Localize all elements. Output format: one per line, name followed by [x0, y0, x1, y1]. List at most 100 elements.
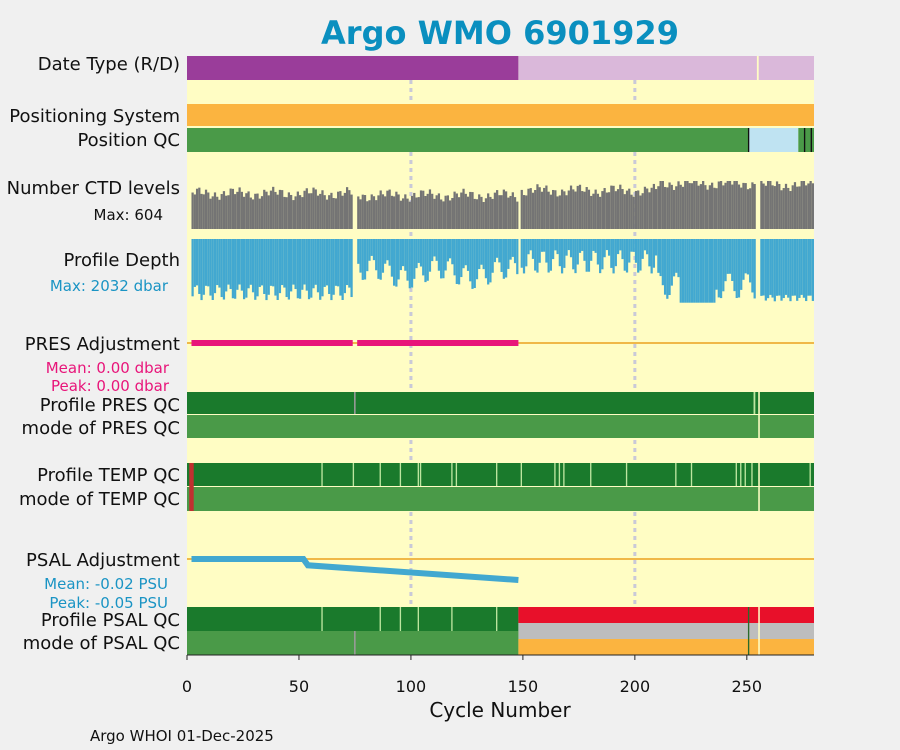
ctd-levels-bar	[290, 194, 293, 229]
profile-depth-bar	[684, 239, 687, 303]
x-tick-label-200: 200	[620, 677, 651, 696]
ctd-levels-bar	[775, 181, 779, 229]
ctd-levels-bar	[704, 185, 707, 229]
ctd-levels-bar	[596, 193, 600, 229]
profile-depth-bar	[798, 239, 801, 298]
profile-depth-bar	[242, 239, 246, 300]
ctd-levels-bar	[406, 198, 409, 229]
profile-depth-bar	[800, 239, 803, 295]
profile-depth-bar	[433, 239, 436, 257]
ctd-levels-bar	[328, 195, 331, 229]
profile-depth-bar	[655, 239, 658, 256]
profile-depth-bar	[366, 239, 369, 272]
profile-depth-bar	[307, 239, 311, 300]
ctd-levels-bar	[294, 196, 297, 229]
profile-depth-bar	[442, 239, 445, 279]
profile-depth-bar	[444, 239, 447, 271]
ctd-levels-bar	[563, 191, 566, 229]
position-qc-mark-1	[803, 128, 806, 152]
profile-depth-bar	[419, 239, 423, 267]
profile-depth-bar	[399, 239, 402, 271]
profile-depth-bar	[742, 239, 745, 280]
ctd-levels-bar	[655, 189, 658, 229]
ctd-levels-bar	[415, 197, 418, 229]
profile-depth-bar	[207, 239, 210, 287]
profile-depth-bar	[258, 239, 261, 287]
ctd-levels-bar	[247, 191, 250, 229]
ctd-levels-bar	[583, 191, 586, 229]
profile-depth-bar	[592, 239, 595, 251]
profile-depth-bar	[706, 239, 709, 303]
ctd-levels-bar	[448, 200, 452, 229]
profile-depth-bar	[590, 239, 593, 261]
ctd-levels-bar	[370, 194, 373, 229]
profile-depth-bar	[393, 239, 396, 286]
profile-depth-bar	[386, 239, 389, 261]
ctd-levels-bar	[222, 191, 226, 229]
profile-depth-bar	[216, 239, 219, 286]
ctd-levels-bar	[337, 191, 340, 229]
ctd-levels-bar	[650, 187, 653, 229]
profile-depth-bar	[699, 239, 703, 303]
row-label-mode-temp-qc: mode of TEMP QC	[19, 489, 180, 510]
ctd-levels-bar	[198, 187, 201, 229]
row-label-profile-psal-qc: Profile PSAL QC	[41, 610, 180, 631]
ctd-levels-bar	[419, 190, 423, 229]
profile-depth-bar	[525, 239, 528, 267]
profile-depth-bar	[686, 239, 689, 303]
ctd-levels-bar	[413, 192, 416, 229]
ctd-levels-bar	[780, 190, 783, 229]
x-axis-ticks: 0 50 100 150 200 250	[182, 655, 762, 696]
ctd-levels-bar	[637, 190, 640, 229]
ctd-levels-bar	[594, 189, 597, 229]
ctd-levels-bar	[245, 193, 248, 229]
ctd-levels-bar	[316, 195, 320, 229]
pres-qc-light-253	[753, 392, 756, 414]
ctd-levels-bar	[581, 191, 584, 229]
profile-depth-bar	[565, 239, 568, 256]
ctd-levels-bar	[303, 190, 306, 229]
profile-depth-bar	[784, 239, 788, 295]
ctd-levels-bar	[260, 196, 264, 229]
ctd-levels-bar	[256, 193, 259, 229]
profile-depth-bar	[594, 239, 597, 253]
temp-qc-light-245	[735, 463, 737, 486]
ctd-levels-bar	[240, 191, 243, 229]
profile-psal-qc-bad	[518, 607, 814, 623]
profile-depth-bar	[453, 239, 456, 276]
ctd-levels-bar	[744, 183, 747, 229]
ctd-levels-bar	[684, 181, 687, 229]
ctd-levels-bar	[444, 195, 447, 229]
profile-depth-bar	[793, 239, 797, 296]
ctd-levels-bar	[787, 187, 790, 229]
ctd-levels-bar	[191, 192, 194, 229]
profile-depth-bar	[435, 239, 438, 261]
ctd-levels-bar	[213, 192, 217, 229]
row-label-mode-pres-qc: mode of PRES QC	[22, 418, 180, 439]
profile-depth-bar	[778, 239, 781, 296]
profile-depth-bar	[263, 239, 266, 294]
ctd-levels-bar	[625, 190, 629, 229]
profile-depth-bar	[312, 239, 315, 289]
ctd-levels-bar	[473, 198, 476, 229]
profile-temp-qc-bar	[187, 463, 814, 486]
ctd-levels-bar	[565, 195, 568, 229]
profile-depth-bar	[229, 239, 232, 290]
profile-depth-bar	[218, 239, 221, 288]
ctd-levels-bar	[628, 188, 631, 229]
ctd-levels-bar	[399, 200, 402, 229]
temp-qc-light-180	[590, 463, 592, 486]
ctd-levels-bar	[560, 189, 564, 229]
ctd-levels-bar	[641, 193, 644, 229]
profile-depth-bar	[529, 239, 532, 251]
ctd-levels-bar	[350, 194, 353, 229]
profile-depth-bar	[516, 239, 519, 275]
ctd-levels-bar	[529, 188, 532, 229]
ctd-levels-bar	[493, 192, 497, 229]
profile-depth-bar	[397, 239, 400, 280]
row-label-positioning-system: Positioning System	[9, 106, 180, 127]
ctd-levels-bar	[540, 191, 544, 229]
profile-depth-bar	[554, 239, 557, 251]
profile-depth-bar	[446, 239, 449, 262]
